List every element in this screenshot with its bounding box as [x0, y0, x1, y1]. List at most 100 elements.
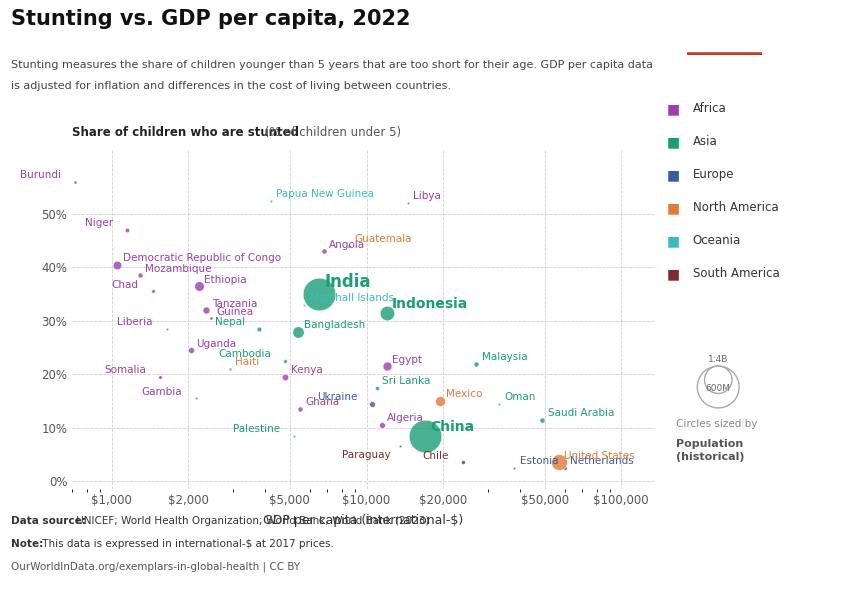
- Text: Angola: Angola: [329, 240, 366, 250]
- Text: Democratic Republic of Congo: Democratic Republic of Congo: [122, 253, 280, 263]
- Text: Burundi: Burundi: [20, 170, 61, 180]
- Point: [133, 271, 147, 280]
- Text: Indonesia: Indonesia: [392, 297, 468, 311]
- Text: Palestine: Palestine: [233, 424, 280, 434]
- Point: [200, 305, 213, 315]
- Text: Oceania: Oceania: [693, 234, 741, 247]
- Point: [558, 463, 571, 472]
- Point: [298, 300, 311, 310]
- Text: Tanzania: Tanzania: [212, 299, 257, 308]
- Point: [469, 359, 483, 368]
- Text: ■: ■: [667, 102, 680, 116]
- Point: [312, 289, 326, 299]
- Point: [121, 225, 134, 235]
- Text: Papua New Guinea: Papua New Guinea: [276, 189, 374, 199]
- Text: Kenya: Kenya: [291, 365, 322, 375]
- Text: Uganda: Uganda: [196, 338, 236, 349]
- Point: [292, 327, 305, 337]
- Text: is adjusted for inflation and differences in the cost of living between countrie: is adjusted for inflation and difference…: [11, 81, 451, 91]
- Point: [434, 396, 447, 406]
- Text: Liberia: Liberia: [117, 317, 153, 327]
- Point: [110, 260, 124, 269]
- Point: [380, 308, 394, 317]
- Text: ■: ■: [667, 135, 680, 149]
- Point: [492, 399, 506, 409]
- Text: Population
(historical): Population (historical): [676, 439, 745, 461]
- Text: ■: ■: [667, 168, 680, 182]
- Text: 1:4B: 1:4B: [708, 355, 728, 364]
- Text: Estonia: Estonia: [519, 456, 558, 466]
- Text: Share of children who are stunted: Share of children who are stunted: [72, 126, 299, 139]
- Point: [279, 356, 292, 365]
- Text: Oman: Oman: [504, 392, 536, 402]
- Point: [380, 361, 394, 371]
- Text: in Data: in Data: [708, 40, 740, 49]
- Text: Guinea: Guinea: [216, 307, 253, 317]
- Point: [401, 199, 415, 208]
- Point: [317, 247, 331, 256]
- Text: China: China: [431, 420, 475, 434]
- Text: Saudi Arabia: Saudi Arabia: [547, 408, 615, 418]
- Point: [536, 415, 549, 424]
- Text: South America: South America: [693, 267, 779, 280]
- Point: [153, 372, 167, 382]
- Text: North America: North America: [693, 201, 779, 214]
- Text: Mexico: Mexico: [445, 389, 482, 400]
- Text: Guatemala: Guatemala: [354, 235, 411, 244]
- Text: Asia: Asia: [693, 135, 717, 148]
- Text: (% of children under 5): (% of children under 5): [261, 126, 401, 139]
- Text: Ghana: Ghana: [306, 397, 340, 407]
- Text: Stunting measures the share of children younger than 5 years that are too short : Stunting measures the share of children …: [11, 60, 653, 70]
- Point: [223, 364, 236, 374]
- Text: Chile: Chile: [422, 451, 450, 461]
- Text: Sri Lanka: Sri Lanka: [382, 376, 431, 386]
- Text: Nepal: Nepal: [215, 317, 246, 327]
- Point: [342, 241, 355, 251]
- Point: [69, 177, 82, 187]
- Point: [287, 431, 301, 440]
- Text: Data source:: Data source:: [11, 516, 86, 526]
- Text: Marshall Islands: Marshall Islands: [309, 293, 394, 303]
- Point: [371, 383, 384, 392]
- Point: [375, 420, 388, 430]
- Text: Mozambique: Mozambique: [145, 264, 212, 274]
- Point: [507, 463, 521, 472]
- Point: [456, 458, 470, 467]
- Text: Gambia: Gambia: [142, 386, 182, 397]
- Text: Circles sized by: Circles sized by: [676, 419, 757, 429]
- Text: This data is expressed in international-$ at 2017 prices.: This data is expressed in international-…: [39, 539, 334, 549]
- Point: [264, 196, 277, 206]
- Text: Note:: Note:: [11, 539, 43, 549]
- Text: OurWorldInData.org/exemplars-in-global-health | CC BY: OurWorldInData.org/exemplars-in-global-h…: [11, 561, 300, 571]
- Text: Ukraine: Ukraine: [317, 392, 358, 402]
- Point: [393, 442, 406, 451]
- Text: Somalia: Somalia: [105, 365, 146, 375]
- Text: Netherlands: Netherlands: [570, 456, 634, 466]
- Point: [161, 324, 174, 334]
- Point: [552, 458, 566, 467]
- Point: [293, 404, 307, 414]
- Text: 600M: 600M: [706, 384, 731, 393]
- Text: Ethiopia: Ethiopia: [204, 275, 247, 284]
- Text: Stunting vs. GDP per capita, 2022: Stunting vs. GDP per capita, 2022: [11, 9, 411, 29]
- X-axis label: GDP per capita (international-$): GDP per capita (international-$): [264, 514, 463, 527]
- Text: Africa: Africa: [693, 102, 727, 115]
- Point: [192, 281, 206, 291]
- Point: [184, 346, 198, 355]
- Text: Our World: Our World: [701, 25, 747, 34]
- Text: Paraguay: Paraguay: [342, 449, 390, 460]
- Point: [204, 313, 218, 323]
- Text: Libya: Libya: [413, 191, 441, 201]
- Point: [146, 287, 160, 296]
- Text: Bangladesh: Bangladesh: [303, 320, 365, 330]
- Text: Chad: Chad: [111, 280, 139, 290]
- Text: ■: ■: [667, 201, 680, 215]
- Point: [190, 394, 203, 403]
- Text: Niger: Niger: [85, 218, 113, 229]
- Text: Europe: Europe: [693, 168, 734, 181]
- Point: [252, 324, 266, 334]
- Point: [366, 399, 379, 409]
- Text: India: India: [324, 274, 371, 292]
- Text: Malaysia: Malaysia: [482, 352, 528, 362]
- Text: Egypt: Egypt: [392, 355, 422, 365]
